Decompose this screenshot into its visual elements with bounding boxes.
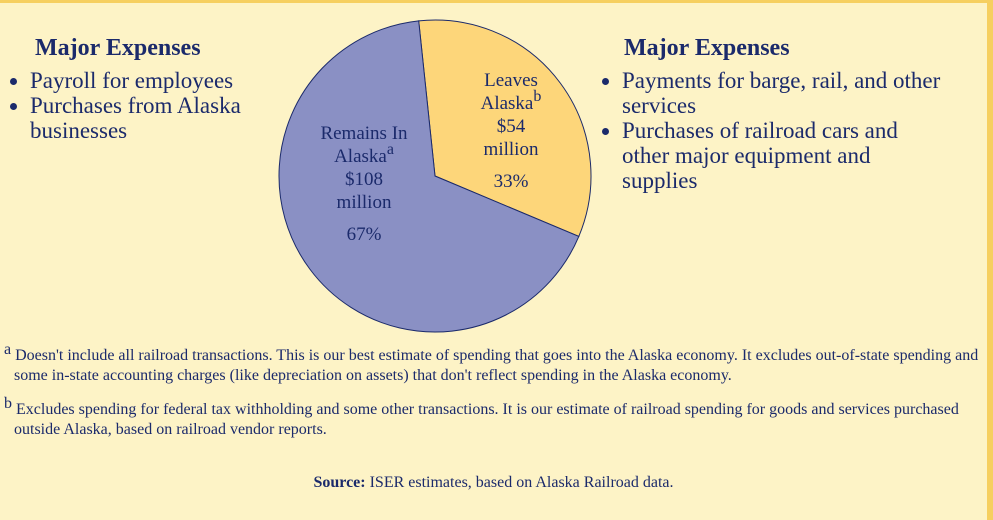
slice-percent: 67%: [346, 224, 382, 245]
footnote: a Doesn't include all railroad transacti…: [4, 342, 984, 386]
slice-amount: $54 million: [483, 116, 539, 160]
slice-name: Remains In Alaska: [320, 123, 408, 167]
slice-label: Leaves Alaskab $54 million 33%: [472, 69, 550, 193]
panel-title: Major Expenses: [35, 35, 201, 61]
panel-title: Major Expenses: [624, 35, 790, 61]
slice-label: Remains In Alaskaa $108 million 67%: [318, 122, 410, 246]
slice-percent: 33%: [493, 171, 529, 192]
footnote-text: Excludes spending for federal tax withho…: [14, 401, 959, 438]
footnote: b Excludes spending for federal tax with…: [4, 396, 984, 440]
pie-chart: [278, 19, 592, 333]
footnote-mark: b: [4, 395, 12, 412]
expense-item: Purchases from Alaska businesses: [30, 93, 293, 143]
expense-list: Payroll for employees Purchases from Ala…: [8, 68, 293, 143]
left-panel: Major Expenses Payroll for employees Pur…: [8, 35, 293, 143]
source-text: ISER estimates, based on Alaska Railroad…: [369, 474, 674, 491]
footnote-mark: a: [4, 341, 12, 358]
expense-list: Payments for barge, rail, and other serv…: [600, 68, 950, 193]
source: Source: ISER estimates, based on Alaska …: [0, 474, 987, 492]
expense-item: Payroll for employees: [30, 68, 293, 93]
slice-note: b: [533, 88, 542, 105]
slice-note: a: [386, 141, 394, 158]
pie-slice: [418, 19, 592, 238]
expense-item: Payments for barge, rail, and other serv…: [622, 68, 950, 118]
pie-slice: [278, 20, 580, 333]
slice-name: Leaves Alaska: [480, 70, 538, 114]
footnote-text: Doesn't include all railroad transaction…: [14, 347, 979, 384]
source-label: Source:: [313, 474, 366, 491]
footnotes: a Doesn't include all railroad transacti…: [4, 342, 984, 454]
right-panel: Major Expenses Payments for barge, rail,…: [600, 35, 950, 193]
expense-item: Purchases of railroad cars and other maj…: [622, 118, 950, 193]
slice-amount: $108 million: [336, 169, 392, 213]
